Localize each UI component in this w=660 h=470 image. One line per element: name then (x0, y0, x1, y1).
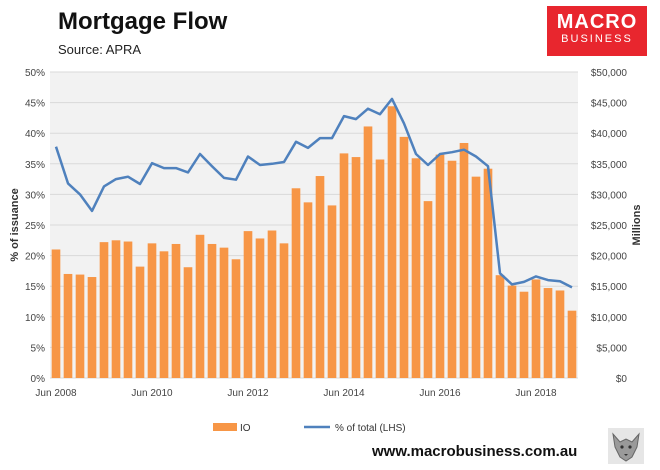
logo-line-2: BUSINESS (561, 33, 633, 45)
io-bar (567, 310, 577, 378)
io-bar (291, 188, 301, 378)
y-tick-label: 50% (25, 68, 45, 79)
io-bar (531, 279, 541, 378)
io-bar (507, 285, 517, 378)
mortgage-flow-chart: 0% 5% 10% 15% 20% 25% 30% 35% 40% 45% 50% $0 $5,000… (9, 68, 643, 434)
io-bar (423, 201, 433, 378)
y-tick-label: 25% (25, 221, 45, 232)
y-tick-label: 5% (31, 343, 46, 354)
io-bar (543, 288, 553, 378)
y2-axis-label: Millions (631, 205, 643, 246)
legend-io-swatch (213, 423, 237, 431)
io-bar (375, 159, 385, 378)
io-bar (99, 242, 109, 378)
io-bar (195, 234, 205, 378)
x-tick-label: Jun 2014 (323, 388, 365, 399)
y2-tick-label: $35,000 (591, 160, 628, 171)
y2-tick-label: $5,000 (596, 343, 627, 354)
left-axis-ticks: 0% 5% 10% 15% 20% 25% 30% 35% 40% 45% 50% (25, 68, 45, 385)
io-bar (435, 154, 445, 378)
io-bar (315, 176, 325, 378)
y2-tick-label: $40,000 (591, 129, 628, 140)
io-bar (483, 168, 493, 378)
io-bar (339, 153, 349, 378)
io-bar (63, 273, 73, 378)
macro-business-logo: MACRO BUSINESS (547, 6, 647, 56)
y2-tick-label: $10,000 (591, 313, 628, 324)
io-bar (519, 291, 529, 378)
y-tick-label: 35% (25, 160, 45, 171)
io-bar (207, 243, 217, 378)
io-bar (267, 230, 277, 378)
io-bar (243, 231, 253, 378)
y-tick-label: 15% (25, 282, 45, 293)
y-tick-label: 0% (31, 374, 46, 385)
io-bar (123, 241, 133, 378)
io-bar (327, 205, 337, 378)
io-bar (399, 136, 409, 378)
io-bar (87, 277, 97, 378)
io-bar (135, 266, 145, 378)
y-tick-label: 10% (25, 313, 45, 324)
io-bar (219, 247, 229, 378)
io-bar (51, 249, 61, 378)
x-tick-label: Jun 2010 (131, 388, 173, 399)
chart-title: Mortgage Flow (58, 8, 228, 35)
x-tick-label: Jun 2016 (419, 388, 461, 399)
io-bar (183, 267, 193, 378)
legend: IO % of total (LHS) (213, 423, 406, 434)
y-tick-label: 45% (25, 99, 45, 110)
y2-tick-label: $15,000 (591, 282, 628, 293)
wolf-logo-icon (608, 428, 644, 464)
io-bar (387, 106, 397, 378)
io-bar (471, 176, 481, 378)
io-bar (303, 202, 313, 378)
io-bar (363, 126, 373, 378)
x-tick-label: Jun 2018 (515, 388, 557, 399)
y2-tick-label: $45,000 (591, 99, 628, 110)
y-axis-label: % of issuance (9, 188, 21, 261)
footer-url: www.macrobusiness.com.au (372, 443, 578, 460)
legend-io-label: IO (240, 423, 251, 434)
chart-subtitle: Source: APRA (58, 42, 142, 57)
io-bar (171, 243, 181, 378)
y2-tick-label: $25,000 (591, 221, 628, 232)
io-bar (147, 243, 157, 378)
y2-tick-label: $30,000 (591, 190, 628, 201)
y2-tick-label: $0 (616, 374, 628, 385)
io-bar (411, 158, 421, 378)
x-tick-label: Jun 2012 (227, 388, 269, 399)
io-bar (351, 157, 361, 378)
pct-total-line (54, 97, 573, 289)
io-bar (447, 160, 457, 378)
gridlines (50, 71, 578, 379)
x-axis-ticks: Jun 2008 Jun 2010 Jun 2012 Jun 2014 Jun 2016… (35, 388, 557, 399)
y2-tick-label: $50,000 (591, 68, 628, 79)
io-bar (279, 243, 289, 378)
io-bar (495, 275, 505, 378)
io-bar (159, 251, 169, 378)
y-tick-label: 40% (25, 129, 45, 140)
right-axis-ticks: $0 $5,000 $10,000 $15,000 $20,000 $25,000 $30,… (591, 68, 628, 385)
legend-pct-label: % of total (LHS) (335, 423, 406, 434)
y-tick-label: 30% (25, 190, 45, 201)
io-bar (555, 290, 565, 378)
x-tick-label: Jun 2008 (35, 388, 77, 399)
io-bar (111, 240, 121, 378)
io-bars (51, 106, 577, 378)
io-bar (231, 259, 241, 378)
y-tick-label: 20% (25, 252, 45, 263)
y2-tick-label: $20,000 (591, 252, 628, 263)
io-bar (75, 274, 85, 378)
io-bar (459, 142, 469, 378)
io-bar (255, 238, 265, 378)
logo-line-1: MACRO (556, 11, 638, 33)
